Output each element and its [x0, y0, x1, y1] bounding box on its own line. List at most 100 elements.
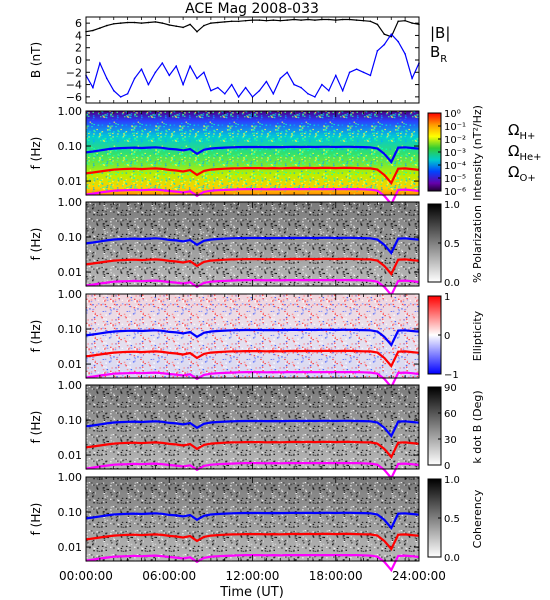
colorbar-tick-label: 10⁻¹: [444, 122, 466, 133]
data-point: [217, 86, 219, 89]
data-point: [196, 77, 198, 80]
legend-omega-o: ΩO+: [508, 163, 536, 184]
data-point: [133, 21, 136, 24]
data-point: [328, 89, 330, 92]
data-point: [175, 25, 177, 28]
data-point: [224, 21, 226, 23]
gyrofrequency-line-he: [85, 257, 420, 276]
colorbar-tick-label: −1: [444, 370, 459, 381]
legend-omega-h: ΩH+: [508, 121, 535, 142]
y-tick-label: 1.00: [58, 379, 83, 392]
data-point: [203, 24, 205, 27]
data-point: [369, 74, 372, 77]
data-point: [300, 19, 302, 21]
data-point: [99, 27, 101, 29]
colorbar-tick-label: 0.5: [444, 239, 460, 250]
data-point: [126, 21, 129, 24]
data-point: [182, 26, 184, 29]
data-point: [390, 35, 393, 38]
data-point: [411, 77, 413, 80]
data-point: [244, 86, 247, 89]
colorbar-tick-label: 10⁻³: [444, 148, 466, 159]
data-point: [161, 22, 164, 24]
data-point: [189, 23, 191, 26]
spectrogram-texture: [86, 294, 419, 378]
colorbar-tick-label: 10⁻⁴: [444, 161, 466, 172]
x-tick-label: 24:00:00: [392, 569, 446, 583]
data-point: [119, 22, 122, 24]
gyrofrequency-line-h: [85, 236, 420, 256]
colorbar-label: Intensity (nT²/Hz): [471, 105, 484, 201]
data-point: [383, 33, 386, 35]
panel-ellipticity: 1.00 0.10 0.01 f (Hz) 1 0 −1 Ellipticity: [29, 288, 484, 390]
colorbar-tick-label: 10⁻⁶: [444, 187, 466, 198]
data-point: [362, 19, 365, 22]
colorbar-label: Ellipticity: [471, 310, 484, 361]
colorbar-tick-label: 1: [444, 292, 450, 303]
data-point: [230, 83, 233, 86]
data-point: [335, 74, 337, 77]
data-point: [341, 18, 344, 21]
figure-title: ACE Mag 2008-033: [185, 1, 319, 17]
data-point: [147, 21, 150, 24]
y-tick-label: 1.00: [58, 288, 83, 301]
colorbar-tick-label: 10⁻⁵: [444, 174, 466, 185]
gyrofrequency-line-he: [85, 532, 420, 551]
y-tick-label: 0.01: [58, 358, 83, 371]
y-tick-label: 0.10: [58, 506, 83, 519]
data-point: [161, 62, 164, 64]
y-tick-label: −6: [66, 91, 82, 104]
x-tick-label: 00:00:00: [59, 569, 113, 583]
data-point: [168, 24, 171, 26]
y-tick-label: 0.01: [58, 541, 83, 554]
gyrofrequency-line-he: [85, 166, 420, 185]
colorbar-tick-label: 10⁻²: [444, 135, 466, 146]
colorbar-tick-label: 30: [444, 435, 457, 446]
data-point: [210, 89, 212, 92]
data-point: [106, 77, 108, 80]
data-point: [99, 62, 101, 64]
data-point: [175, 65, 177, 67]
data-point: [189, 65, 191, 67]
y-tick-label: 2: [75, 42, 82, 55]
data-point: [126, 93, 129, 95]
data-point: [203, 71, 205, 74]
y-tick-label: 6: [75, 17, 82, 30]
gyrofrequency-line-h: [85, 328, 420, 348]
x-axis-label: Time (UT): [219, 585, 284, 600]
data-point: [328, 18, 330, 21]
data-point: [369, 20, 372, 23]
data-point: [348, 71, 351, 74]
colorbar-tick-label: 1.0: [444, 200, 460, 211]
colorbar-tick-label: 90: [444, 383, 457, 394]
data-point: [210, 22, 212, 24]
data-point: [321, 83, 323, 86]
y-tick-label: 0.10: [58, 414, 83, 427]
legend-item: BR: [430, 43, 447, 65]
data-point: [140, 68, 143, 70]
spectrogram-texture: [86, 385, 419, 469]
y-axis-label: f (Hz): [29, 228, 43, 261]
panel-bg: [86, 17, 419, 103]
data-point: [279, 19, 282, 22]
data-point: [286, 71, 289, 74]
data-point: [244, 19, 247, 22]
data-point: [106, 24, 108, 27]
data-point: [196, 30, 198, 33]
y-tick-label: 0.10: [58, 231, 83, 244]
data-point: [147, 83, 150, 86]
data-point: [355, 68, 358, 70]
data-point: [119, 96, 122, 98]
colorbar-tick-label: 10⁰: [444, 109, 461, 120]
data-point: [168, 74, 171, 77]
data-point: [217, 21, 219, 24]
y-axis-label: f (Hz): [29, 411, 43, 444]
data-point: [314, 19, 316, 21]
data-point: [293, 83, 295, 86]
ylabel-b: B (nT): [29, 42, 43, 78]
panel-coherency: 1.00 0.10 0.01 f (Hz) 1.0 0.5 0.0 Coherency: [29, 471, 484, 573]
colorbar-label: k dot B (Deg): [471, 390, 484, 463]
y-tick-label: 0.01: [58, 175, 83, 188]
